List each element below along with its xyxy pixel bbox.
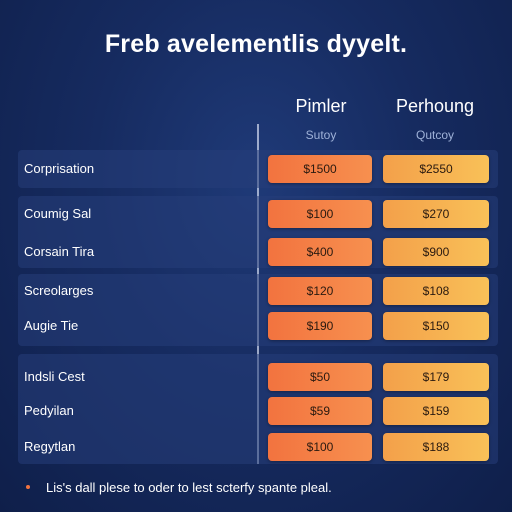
row-label: Corsain Tira [24, 244, 95, 259]
price-cell-perhoung: $270 [383, 200, 489, 228]
price-cell-pimler: $400 [268, 238, 372, 266]
price-cell-perhoung: $150 [383, 312, 489, 340]
row-label: Regytlan [24, 439, 76, 454]
column-header-2: Perhoung [395, 96, 475, 116]
price-cell-perhoung: $159 [383, 397, 489, 425]
footnote: Lis's dall plese to oder to lest scterfy… [28, 480, 332, 495]
row-label: Indsli Cest [24, 369, 85, 384]
price-cell-perhoung: $2550 [383, 155, 489, 183]
price-cell-perhoung: $188 [383, 433, 489, 461]
row-label: Coumig Sal [24, 206, 92, 221]
price-cell-pimler: $120 [268, 277, 372, 305]
price-cell-pimler: $59 [268, 397, 372, 425]
row-label: Pedyilan [24, 403, 74, 418]
price-cell-perhoung: $108 [383, 277, 489, 305]
column-header-1: Pimler [295, 96, 347, 116]
column-subheader-2: Qutcoy [415, 128, 454, 142]
footnote-bullet-icon [26, 485, 30, 489]
page-title: Freb avelementlis dyyelt. [104, 30, 408, 58]
price-cell-perhoung: $900 [383, 238, 489, 266]
price-cell-pimler: $100 [268, 433, 372, 461]
price-cell-pimler: $100 [268, 200, 372, 228]
column-subheader-1: Sutoy [305, 128, 337, 142]
row-label: Augie Tie [24, 318, 79, 333]
price-cell-pimler: $50 [268, 363, 372, 391]
footnote-text: Lis's dall plese to oder to lest scterfy… [46, 480, 332, 495]
price-cell-pimler: $190 [268, 312, 372, 340]
row-label: Screolarges [24, 283, 94, 298]
price-cell-pimler: $1500 [268, 155, 372, 183]
row-label: Corprisation [24, 161, 95, 176]
price-cell-perhoung: $179 [383, 363, 489, 391]
